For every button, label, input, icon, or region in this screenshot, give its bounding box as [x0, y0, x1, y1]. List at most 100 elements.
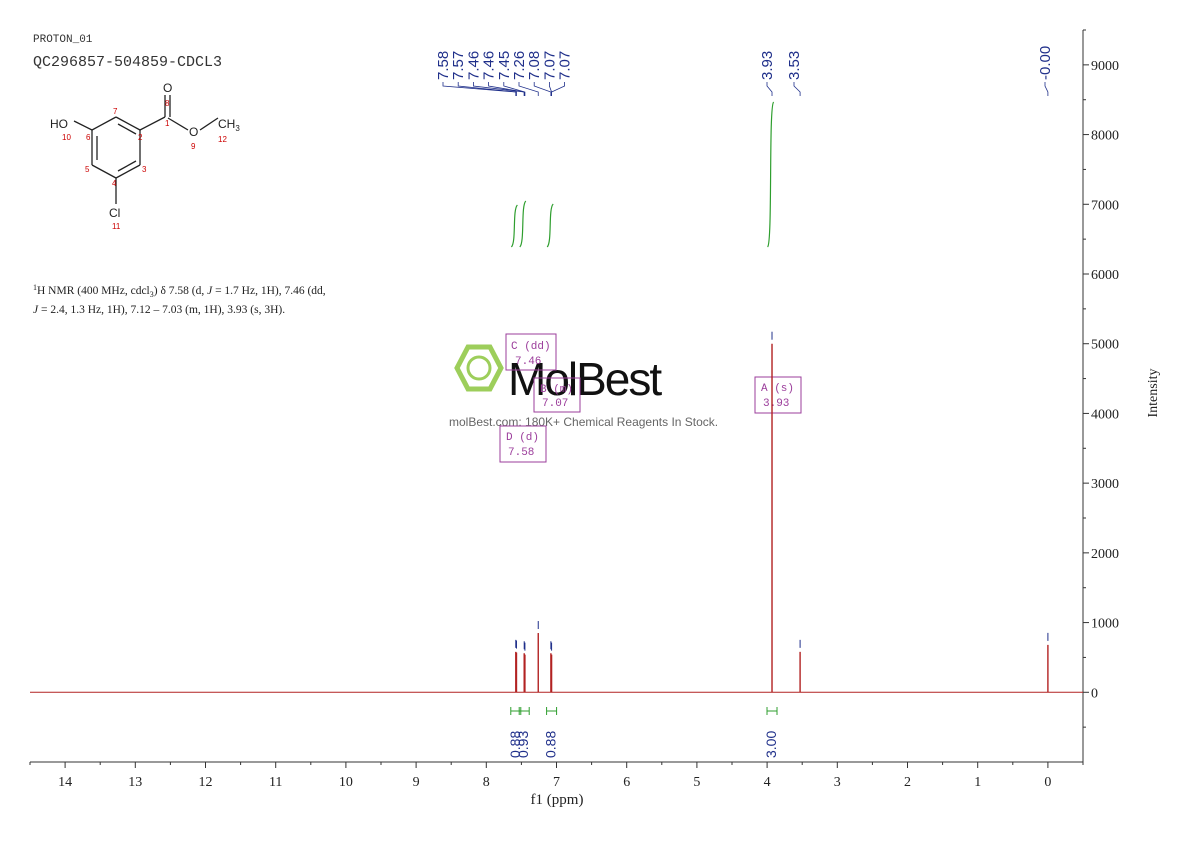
x-axis: 14 13 12 11 10 9 8 7 6 5 4 3 2 1 0: [29, 762, 1084, 790]
peak-label: 7.46: [481, 51, 498, 80]
integral-value: 3.00: [763, 731, 779, 758]
multiplet-box-c: C (dd) 7.46: [505, 333, 557, 371]
x-tick-label: 11: [269, 775, 282, 790]
multiplet-shift: 7.58: [508, 447, 534, 459]
integral-value: 0.93: [515, 731, 531, 758]
watermark-tagline: molBest.com: 180K+ Chemical Reagents In …: [449, 415, 718, 429]
peak-label: 3.53: [786, 51, 803, 80]
y-tick-label: 0: [1091, 686, 1098, 701]
multiplet-name: C (dd): [511, 341, 551, 353]
atom-ho: HO: [50, 117, 68, 131]
peak-label: 7.58: [435, 51, 452, 80]
x-tick-label: 14: [58, 775, 72, 790]
y-tick-label: 4000: [1091, 407, 1119, 422]
y-axis-title: Intensity: [1146, 369, 1161, 418]
atom-num-11: 11: [112, 222, 121, 231]
x-tick-label: 3: [834, 775, 841, 790]
peak-label: -0.00: [1037, 46, 1054, 80]
integral-value: 0.88: [543, 731, 559, 758]
x-tick-label: 9: [413, 775, 420, 790]
peak-label: 7.26: [511, 51, 528, 80]
atom-o-ester: O: [189, 125, 198, 139]
peak-label: 7.45: [496, 51, 513, 80]
integral-curve: [519, 200, 527, 248]
integral-curve: [510, 204, 518, 248]
x-axis-title: f1 (ppm): [531, 792, 584, 808]
integral-curve: [767, 101, 775, 248]
ring-num-1: 1: [165, 119, 170, 128]
nmr-description-line-2: J = 2.4, 1.3 Hz, 1H), 7.12 – 7.03 (m, 1H…: [33, 304, 285, 316]
x-tick-label: 1: [974, 775, 981, 790]
y-tick-label: 1000: [1091, 617, 1119, 632]
y-tick-label: 9000: [1091, 59, 1119, 74]
ring-num-3: 3: [142, 165, 147, 174]
atom-ch3: CH3: [218, 117, 240, 133]
integral-value: 0.88: [507, 731, 523, 758]
x-tick-label: 8: [483, 775, 490, 790]
multiplet-shift: 7.46: [515, 356, 541, 368]
atom-num-9: 9: [191, 142, 196, 151]
x-tick-label: 6: [623, 775, 630, 790]
atom-num-8: 8: [165, 99, 170, 108]
atom-o-carbonyl: O: [163, 81, 172, 95]
x-tick-label: 10: [339, 775, 353, 790]
ring-num-7: 7: [113, 107, 118, 116]
sample-name: QC296857-504859-CDCL3: [33, 54, 222, 71]
peak-label-connector: [793, 82, 801, 96]
ring-num-4: 4: [112, 179, 117, 188]
multiplet-name: A (s): [761, 383, 794, 395]
peak-label: 7.07: [541, 51, 558, 80]
multiplet-box-d: D (d) 7.58: [499, 425, 547, 463]
x-tick-label: 7: [553, 775, 560, 790]
y-axis: 0 1000 2000 3000 4000 5000 6000 7000 8000 9000: [1083, 29, 1119, 728]
y-tick-label: 5000: [1091, 338, 1119, 353]
x-tick-label: 12: [199, 775, 213, 790]
y-tick-label: 7000: [1091, 198, 1119, 213]
x-tick-label: 5: [693, 775, 700, 790]
ring-num-5: 5: [85, 165, 90, 174]
watermark-logo: [454, 344, 504, 392]
peak-labels: 7.587.577.467.467.457.267.087.077.07 3.93…: [435, 46, 1054, 96]
multiplet-name: B (m): [540, 384, 573, 396]
multiplet-shift: 7.07: [542, 398, 568, 410]
peak-label: 7.46: [465, 51, 482, 80]
integral-labels: 0.880.93 0.88 3.00: [507, 707, 779, 758]
peak-label-connector: [518, 82, 539, 96]
nmr-description-line-1: 1H NMR (400 MHz, cdcl3) δ 7.58 (d, J = 1…: [33, 283, 326, 299]
x-tick-label: 13: [128, 775, 142, 790]
peak-label: 3.93: [759, 51, 776, 80]
peak-label-connector: [551, 82, 565, 96]
peak-label-connector: [488, 82, 525, 96]
spectrum-line: [30, 331, 1083, 693]
integral-curve: [546, 203, 554, 248]
x-tick-label: 2: [904, 775, 911, 790]
peak-label-connector: [442, 82, 517, 96]
multiplet-box-b: B (m) 7.07: [533, 377, 581, 413]
multiplet-shift: 3.93: [763, 398, 789, 410]
x-tick-label: 0: [1044, 775, 1051, 790]
atom-num-10: 10: [62, 133, 71, 142]
y-tick-label: 3000: [1091, 477, 1119, 492]
y-tick-label: 6000: [1091, 268, 1119, 283]
peak-label-connector: [766, 82, 773, 96]
atom-cl: Cl: [109, 206, 120, 220]
ring-num-6: 6: [86, 133, 91, 142]
molecule-structure: [73, 95, 219, 204]
peak-label: 7.08: [526, 51, 543, 80]
peak-label-connector: [1044, 82, 1049, 96]
peak-label-connector: [503, 82, 526, 96]
multiplet-box-a: A (s) 3.93: [754, 376, 802, 414]
atom-num-12: 12: [218, 135, 227, 144]
multiplet-name: D (d): [506, 432, 539, 444]
x-tick-label: 4: [764, 775, 771, 790]
peak-label: 7.57: [450, 51, 467, 80]
peak-label-connector: [457, 82, 517, 96]
ring-num-2: 2: [138, 133, 143, 142]
integral-curves: [510, 101, 775, 248]
peak-label: 7.07: [557, 51, 574, 80]
peak-label-connector: [533, 82, 552, 96]
y-tick-label: 8000: [1091, 129, 1119, 144]
experiment-name: PROTON_01: [33, 34, 93, 46]
y-tick-label: 2000: [1091, 547, 1119, 562]
